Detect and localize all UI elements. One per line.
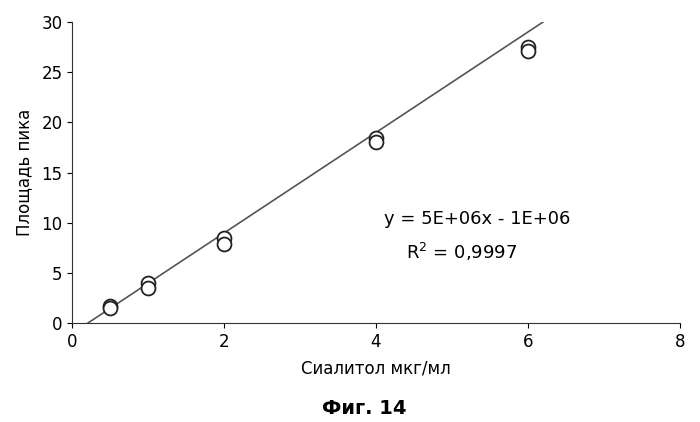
Text: Фиг. 14: Фиг. 14 — [322, 399, 406, 418]
Text: y = 5E+06x - 1E+06: y = 5E+06x - 1E+06 — [384, 210, 570, 228]
Y-axis label: Площадь пика: Площадь пика — [15, 109, 33, 236]
Text: R$^2$ = 0,9997: R$^2$ = 0,9997 — [406, 241, 517, 263]
X-axis label: Сиалитол мкг/мл: Сиалитол мкг/мл — [301, 360, 451, 377]
